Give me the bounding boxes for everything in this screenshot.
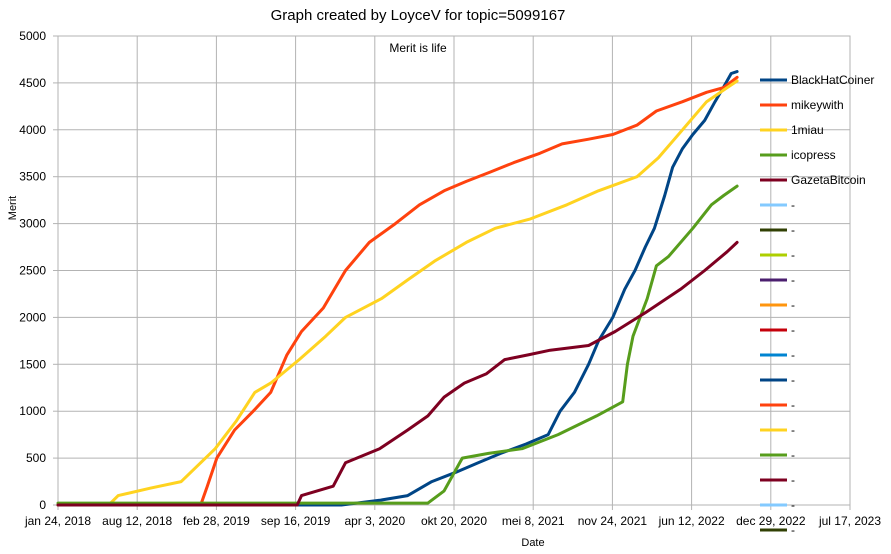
legend-label: BlackHatCoiner (791, 73, 874, 87)
legend-label: - (791, 223, 795, 237)
x-tick-label: feb 28, 2019 (183, 514, 250, 528)
y-tick-label: 3000 (19, 217, 46, 231)
legend-label: - (791, 448, 795, 462)
legend-label: mikeywith (791, 98, 844, 112)
legend-label: - (791, 473, 795, 487)
x-tick-label: jun 12, 2022 (658, 514, 725, 528)
x-tick-label: dec 29, 2022 (736, 514, 806, 528)
x-tick-label: apr 3, 2020 (344, 514, 405, 528)
y-tick-labels: 0 500 1000 1500 2000 2500 3000 3500 4000 4500 5000 (19, 29, 46, 512)
legend-label: - (791, 348, 795, 362)
x-tick-label: jul 17, 2023 (818, 514, 881, 528)
series-line-1miau (56, 79, 739, 507)
legend-label: - (791, 323, 795, 337)
x-tick-labels: jan 24, 2018 aug 12, 2018 feb 28, 2019 sep … (24, 514, 881, 528)
y-tick-label: 500 (26, 451, 46, 465)
y-tick-label: 4000 (19, 123, 46, 137)
plot-area-frame (57, 35, 851, 506)
series-line-gazetabitcoin (56, 240, 739, 507)
legend-label: - (791, 248, 795, 262)
series-line-blackhatcoiner (56, 70, 739, 507)
legend-label: 1miau (791, 123, 824, 137)
legend-label: - (791, 298, 795, 312)
chart-subtitle: Merit is life (389, 41, 447, 55)
y-tick-label: 1000 (19, 404, 46, 418)
x-tick-label: mei 8, 2021 (502, 514, 565, 528)
legend-label: - (791, 373, 795, 387)
y-tick-label: 4500 (19, 76, 46, 90)
series-line-icopress (56, 184, 739, 505)
legend: BlackHatCoiner mikeywith 1miau icopress Gaze… (760, 73, 874, 537)
legend-label: - (791, 523, 795, 537)
y-axis-label: Merit (7, 196, 19, 220)
y-tick-label: 3500 (19, 170, 46, 184)
x-tick-label: nov 24, 2021 (578, 514, 648, 528)
x-tick-label: okt 20, 2020 (421, 514, 487, 528)
y-tick-label: 1500 (19, 357, 46, 371)
series-line-mikeywith (56, 75, 739, 507)
legend-label: - (791, 198, 795, 212)
legend-label: - (791, 423, 795, 437)
y-tick-label: 0 (39, 498, 46, 512)
series-lines (56, 70, 739, 507)
legend-label: GazetaBitcoin (791, 173, 866, 187)
chart-title: Graph created by LoyceV for topic=509916… (271, 7, 566, 24)
y-tick-label: 2500 (19, 264, 46, 278)
x-tick-label: sep 16, 2019 (261, 514, 331, 528)
y-tick-label: 5000 (19, 29, 46, 43)
legend-label: icopress (791, 148, 836, 162)
legend-label: - (791, 273, 795, 287)
legend-label: - (791, 498, 795, 512)
x-tick-label: aug 12, 2018 (102, 514, 172, 528)
legend-label: - (791, 398, 795, 412)
x-tick-label: jan 24, 2018 (24, 514, 91, 528)
y-tick-label: 2000 (19, 310, 46, 324)
x-axis-label: Date (521, 537, 544, 549)
